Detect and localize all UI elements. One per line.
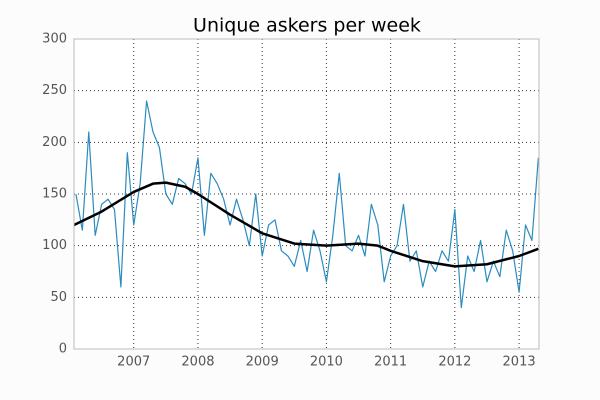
y-tick-label: 200	[42, 135, 67, 150]
plot-border	[73, 38, 540, 350]
y-tick-label: 50	[50, 290, 67, 305]
y-tick-label: 150	[42, 187, 67, 202]
y-tick-label: 250	[42, 83, 67, 98]
x-tick-label: 2011	[374, 355, 407, 370]
y-tick-label: 0	[59, 342, 67, 357]
x-tick-label: 2012	[438, 355, 471, 370]
y-tick-label: 300	[42, 32, 67, 47]
x-tick-label: 2007	[117, 355, 150, 370]
y-tick-label: 100	[42, 238, 67, 253]
x-tick-label: 2009	[246, 355, 279, 370]
x-tick-label: 2010	[310, 355, 343, 370]
chart-title: Unique askers per week	[193, 15, 421, 37]
series-line	[75, 100, 539, 309]
x-tick-label: 2013	[503, 355, 536, 370]
x-tick-label: 2008	[181, 355, 214, 370]
series-line	[73, 181, 539, 268]
